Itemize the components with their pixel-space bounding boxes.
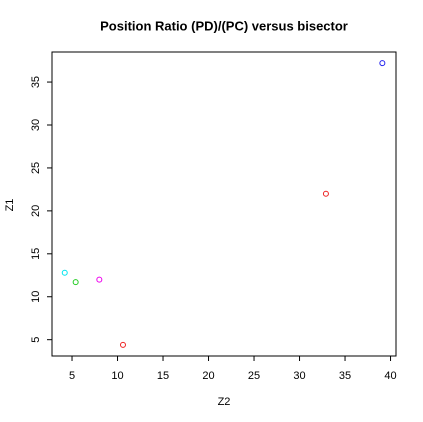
- point: [96, 276, 103, 283]
- chart-title: Position Ratio (PD)/(PC) versus bisector: [100, 18, 348, 33]
- y-tick-label: 20: [30, 205, 42, 217]
- x-tick-label: 20: [202, 370, 214, 382]
- point: [72, 279, 79, 286]
- point: [322, 190, 329, 197]
- point: [119, 341, 126, 348]
- x-tick-label: 25: [248, 370, 260, 382]
- x-tick-label: 5: [69, 370, 75, 382]
- point: [379, 60, 386, 67]
- y-axis-label: Z1: [4, 199, 16, 212]
- y-tick-label: 35: [30, 76, 42, 88]
- point: [61, 269, 68, 276]
- plot-frame: [51, 51, 397, 357]
- y-tick-label: 10: [30, 291, 42, 303]
- x-tick-label: 30: [293, 370, 305, 382]
- x-tick-label: 40: [384, 370, 396, 382]
- x-tick-label: 15: [157, 370, 169, 382]
- y-tick-label: 5: [30, 337, 42, 343]
- x-axis-label: Z2: [218, 396, 231, 408]
- y-tick-label: 15: [30, 248, 42, 260]
- y-tick-label: 25: [30, 162, 42, 174]
- x-tick-label: 10: [111, 370, 123, 382]
- y-tick-label: 30: [30, 119, 42, 131]
- x-tick-label: 35: [339, 370, 351, 382]
